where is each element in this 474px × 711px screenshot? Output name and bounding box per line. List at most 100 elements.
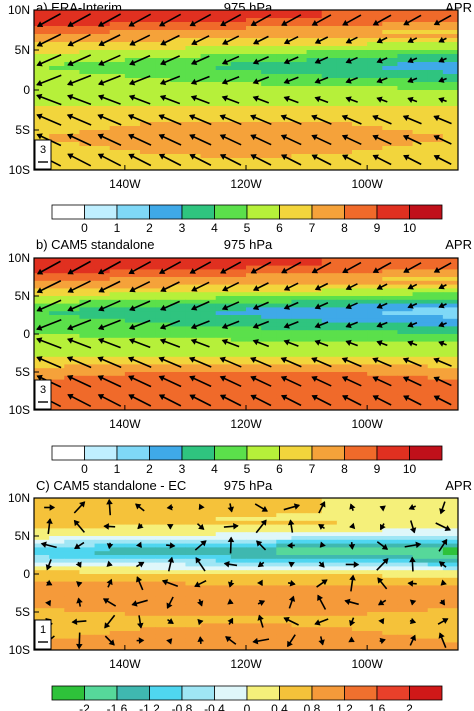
field-cell	[170, 581, 187, 586]
field-cell	[412, 604, 429, 609]
field-cell	[427, 158, 444, 163]
field-cell	[306, 158, 323, 163]
field-cell	[64, 162, 81, 167]
colorbar-label: 0	[81, 462, 88, 476]
field-cell	[382, 62, 399, 67]
field-cell	[367, 322, 383, 327]
field-cell	[382, 539, 399, 545]
field-cell	[321, 269, 338, 274]
field-cell	[140, 58, 156, 63]
field-cell	[276, 130, 293, 135]
field-cell	[276, 337, 293, 343]
field-cell	[109, 38, 126, 43]
field-cell	[79, 307, 96, 312]
field-cell	[397, 623, 414, 628]
field-cell	[124, 524, 141, 529]
field-cell	[49, 46, 65, 51]
field-cell	[185, 299, 202, 305]
field-cell	[321, 318, 338, 324]
field-cell	[34, 280, 50, 286]
y-tick-label: 5N	[15, 43, 30, 57]
field-cell	[412, 322, 429, 327]
field-cell	[336, 62, 353, 67]
field-cell	[261, 154, 277, 159]
field-cell	[352, 349, 368, 354]
field-cell	[367, 122, 383, 127]
field-cell	[124, 547, 141, 552]
wind-arrowhead	[36, 324, 43, 331]
wind-arrowhead	[289, 580, 296, 587]
field-cell	[109, 387, 126, 392]
field-cell	[185, 30, 202, 35]
field-cell	[79, 296, 96, 301]
field-cell	[382, 394, 399, 400]
field-cell	[261, 589, 277, 594]
field-cell	[79, 150, 96, 155]
field-cell	[367, 50, 383, 55]
field-cell	[306, 337, 323, 343]
field-cell	[200, 326, 217, 331]
field-cell	[230, 58, 247, 63]
field-cell	[170, 86, 187, 91]
field-cell	[109, 551, 126, 556]
field-cell	[49, 498, 65, 503]
field-cell	[397, 345, 414, 350]
field-cell	[291, 524, 308, 529]
colorbar-swatch	[181, 204, 215, 220]
field-cell	[64, 74, 81, 79]
field-cell	[306, 547, 323, 552]
field-cell	[79, 154, 96, 159]
field-cell	[412, 50, 429, 55]
field-cell	[261, 577, 277, 583]
field-cell	[321, 66, 338, 71]
field-cell	[382, 604, 399, 609]
field-cell	[427, 600, 444, 605]
field-cell	[306, 631, 323, 636]
field-cell	[170, 593, 187, 598]
field-cell	[306, 360, 323, 365]
field-cell	[321, 341, 338, 346]
field-cell	[109, 642, 126, 647]
field-cell	[276, 66, 293, 71]
field-cell	[200, 90, 217, 95]
field-cell	[170, 406, 187, 410]
field-cell	[185, 138, 202, 143]
field-cell	[246, 634, 262, 640]
field-cell	[64, 303, 81, 308]
field-cell	[170, 296, 187, 301]
field-cell	[200, 70, 217, 75]
field-cell	[230, 146, 247, 151]
field-cell	[155, 261, 171, 267]
field-cell	[109, 627, 126, 632]
field-cell	[306, 307, 323, 312]
field-cell	[34, 596, 50, 602]
field-cell	[261, 532, 277, 537]
field-cell	[185, 391, 202, 396]
field-cell	[367, 532, 383, 537]
field-cell	[215, 66, 232, 71]
field-cell	[64, 166, 81, 170]
field-cell	[64, 90, 81, 95]
field-cell	[276, 593, 293, 598]
field-cell	[261, 94, 277, 99]
field-cell	[261, 558, 277, 564]
field-cell	[185, 303, 202, 308]
field-cell	[352, 98, 368, 103]
field-cell	[49, 608, 65, 613]
field-cell	[336, 66, 353, 71]
field-cell	[306, 94, 323, 99]
wind-arrowhead	[372, 114, 379, 121]
field-cell	[382, 528, 399, 533]
field-cell	[336, 138, 353, 143]
field-cell	[306, 604, 323, 609]
field-cell	[230, 513, 247, 518]
field-cell	[155, 596, 171, 602]
field-cell	[185, 368, 202, 373]
field-cell	[442, 322, 458, 327]
field-cell	[94, 18, 111, 23]
field-cell	[397, 562, 414, 567]
field-cell	[79, 349, 96, 354]
field-cell	[124, 166, 141, 170]
field-cell	[155, 273, 171, 278]
field-cell	[412, 42, 429, 47]
